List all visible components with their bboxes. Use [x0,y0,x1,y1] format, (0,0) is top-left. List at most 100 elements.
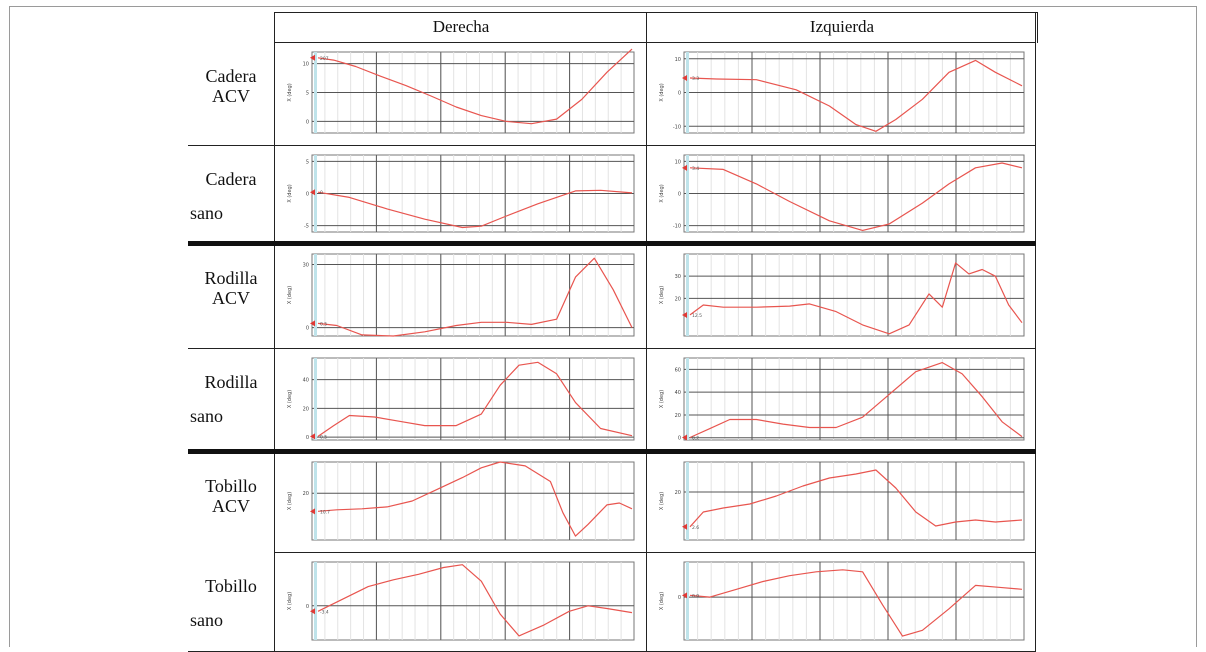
y-tick-label: 40 [303,378,309,384]
table-border [188,348,1036,349]
marker-value-label: 10.7 [320,509,330,515]
value-marker [310,54,315,61]
y-axis-label: X (deg) [287,184,293,202]
y-tick-label: 10 [675,57,681,63]
series-line [317,48,633,125]
table-border [274,552,1036,553]
value-marker [310,320,315,327]
marker-value-label: 0.9 [692,593,699,599]
marker-value-label: 0.2 [692,435,699,441]
y-axis-label: X (deg) [287,492,293,510]
series-line [689,569,1023,637]
series-line [689,362,1023,439]
value-marker [682,523,687,530]
chart-panel: 0 X (deg) -3.4 [287,561,635,641]
cursor-band [686,155,689,232]
plot-area [683,253,1025,337]
row-label-line2: ACV [211,86,250,106]
plot-area [311,357,635,441]
plot-area [311,461,635,541]
cursor-band [314,155,317,232]
chart-panel: 10 5 0 X (deg) 207 [287,48,635,134]
y-tick-label: 10 [303,62,309,68]
y-tick-label: 5 [306,91,309,97]
series-line [689,469,1023,528]
y-tick-label: 0 [678,595,681,601]
row-label: Rodilla ACV [188,268,274,308]
y-axis-label: X (deg) [287,390,293,408]
series-line [689,59,1023,132]
row-label: Cadera ACV [188,66,274,106]
cursor-band [314,52,317,133]
y-tick-label: 0 [678,436,681,442]
marker-value-label: 2.6 [692,525,699,531]
marker-value-label: 3.4 [692,166,699,172]
series-line [317,461,633,537]
cursor-band [686,358,689,440]
row-label: Cadera sano [188,169,274,223]
section-divider [188,241,1036,246]
marker-value-label: 0 [320,190,323,196]
table-border-left [274,12,275,652]
cursor-band [686,52,689,133]
series-line [317,361,633,437]
y-tick-label: 0 [678,192,681,198]
series-line [689,262,1023,335]
value-marker [310,508,315,515]
chart-panel: 60 40 20 0 X (deg) 0.2 [659,357,1025,442]
plot-area [311,253,635,337]
cursor-band [686,462,689,540]
y-tick-label: 0 [306,192,309,198]
marker-value-label: 0.5 [320,321,327,327]
cursor-band [314,358,317,440]
marker-value-label: -3.4 [320,609,329,615]
marker-value-label: 12.5 [692,313,702,319]
y-tick-label: 20 [675,490,681,496]
series-line [689,162,1023,231]
row-label: Tobillo ACV [188,476,274,516]
value-marker [682,592,687,599]
chart-panel: 10 0 -10 X (deg) 3.3 [659,51,1025,134]
y-tick-label: 30 [303,263,309,269]
marker-value-label: 0.5 [320,434,327,440]
chart-panel: 10 0 -10 X (deg) 3.4 [659,154,1025,233]
chart-panel: 20 X (deg) 2.6 [659,461,1025,541]
chart-panel: 0 X (deg) 0.9 [659,561,1025,641]
chart-panel: 30 20 X (deg) 12.5 [659,253,1025,337]
row-label-line1: Cadera [205,169,257,189]
y-axis-label: X (deg) [659,592,665,610]
chart-panel: 40 20 0 X (deg) 0.5 [287,357,635,441]
plot-area [683,357,1025,441]
y-tick-label: 0 [306,326,309,332]
y-tick-label: 0 [306,119,309,125]
y-tick-label: 40 [675,390,681,396]
table-border-mid [646,12,647,652]
row-label-line2: sano [190,406,223,426]
value-marker [310,608,315,615]
value-marker [310,433,315,440]
series-line [317,564,633,637]
row-label-line2: sano [190,203,223,223]
row-label-line1: Rodilla [204,372,258,392]
row-label-line2: ACV [211,288,250,308]
cursor-band [686,562,689,640]
row-label-line1: Tobillo [205,476,257,496]
column-header-izquierda: Izquierda [646,12,1038,43]
plot-area [683,461,1025,541]
y-tick-label: 10 [675,159,681,165]
series-line [317,257,633,337]
y-tick-label: -10 [673,224,681,230]
y-axis-label: X (deg) [659,286,665,304]
y-tick-label: 20 [303,406,309,412]
marker-value-label: 207 [320,56,329,62]
cursor-band [314,462,317,540]
y-tick-label: 0 [306,604,309,610]
y-axis-label: X (deg) [659,184,665,202]
outer-frame [9,6,1197,647]
chart-panel: 30 0 X (deg) 0.5 [287,253,635,337]
row-label-line2: ACV [211,496,250,516]
section-divider [188,449,1036,454]
row-label-line1: Rodilla [204,268,258,288]
chart-panel: 20 X (deg) 10.7 [287,461,635,541]
plot-area [311,561,635,641]
